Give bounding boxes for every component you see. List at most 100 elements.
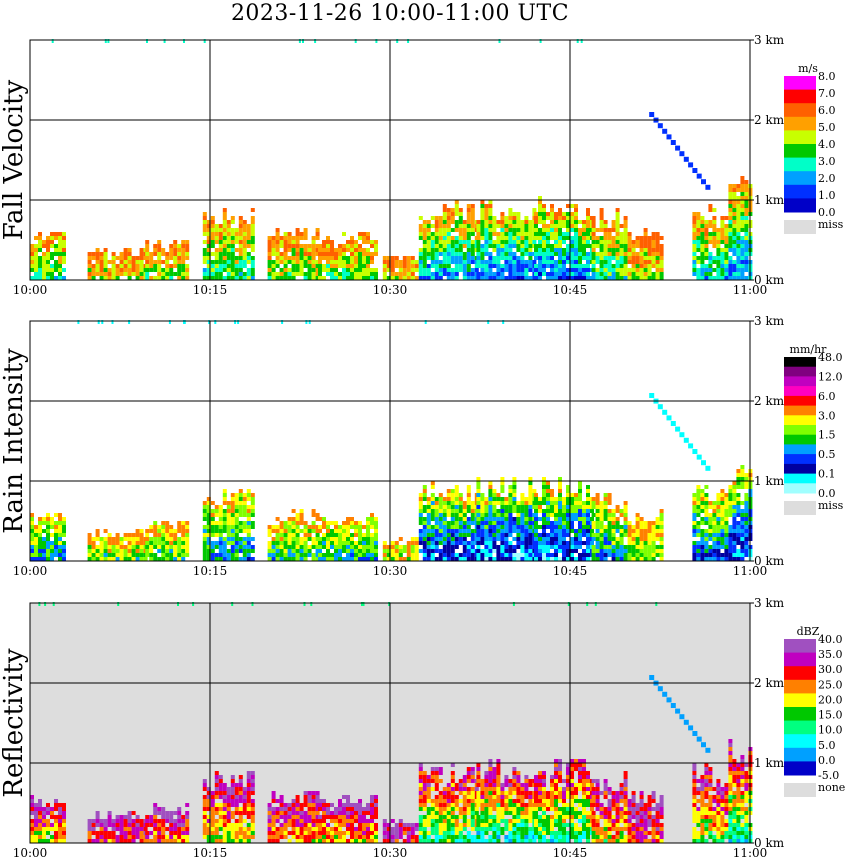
heatmap-cell xyxy=(454,533,459,537)
heatmap-cell xyxy=(496,276,501,280)
heatmap-cell xyxy=(724,521,729,525)
x-tick-label: 11:00 xyxy=(733,283,768,297)
heatmap-cell xyxy=(374,525,378,529)
heatmap-cell xyxy=(442,272,447,276)
heatmap-cell xyxy=(534,232,538,236)
heatmap-cell xyxy=(234,819,239,823)
heatmap-cell xyxy=(504,549,509,553)
heatmap-cell xyxy=(95,268,100,272)
heatmap-cell xyxy=(218,228,223,232)
heatmap-cell xyxy=(466,276,471,280)
heatmap-cell xyxy=(508,260,513,264)
heatmap-cell xyxy=(226,799,231,803)
heatmap-cell xyxy=(279,553,284,557)
heatmap-cell xyxy=(500,529,505,533)
heatmap-cell xyxy=(724,509,729,513)
heatmap-cell xyxy=(500,505,505,509)
heatmap-cell xyxy=(484,216,489,220)
heatmap-cell xyxy=(474,268,479,272)
heatmap-cell xyxy=(334,541,338,545)
heatmap-cell xyxy=(250,224,255,228)
y-tick-label: 3 km xyxy=(754,33,785,47)
heatmap-cell xyxy=(558,268,562,272)
heatmap-cell xyxy=(586,501,590,505)
heatmap-cell xyxy=(173,831,178,835)
heatmap-cell xyxy=(165,260,170,264)
heatmap-cell xyxy=(234,823,239,827)
heatmap-cell xyxy=(578,272,582,276)
heatmap-cell xyxy=(603,505,608,509)
heatmap-cell xyxy=(374,549,378,553)
heatmap-cell xyxy=(728,244,733,248)
heatmap-cell xyxy=(538,533,542,537)
heatmap-cell xyxy=(410,545,415,549)
heatmap-cell xyxy=(338,803,342,807)
heatmap-cell xyxy=(538,525,542,529)
heatmap-cell xyxy=(250,509,255,513)
heatmap-cell xyxy=(744,224,749,228)
heatmap-cell xyxy=(623,220,628,224)
heatmap-cell xyxy=(574,244,578,248)
heatmap-cell xyxy=(218,803,223,807)
heatmap-cell xyxy=(488,493,493,497)
heatmap-cell xyxy=(295,541,300,545)
heatmap-cell xyxy=(716,256,721,260)
heatmap-cell xyxy=(366,823,370,827)
heatmap-cell xyxy=(651,264,656,268)
heatmap-cell xyxy=(318,549,322,553)
heatmap-cell xyxy=(538,204,542,208)
heatmap-cell xyxy=(442,533,447,537)
heatmap-cell xyxy=(38,823,42,827)
heatmap-cell xyxy=(157,549,162,553)
heatmap-cell xyxy=(740,517,745,521)
heatmap-cell xyxy=(153,264,158,268)
heatmap-cell xyxy=(246,232,251,236)
heatmap-cell xyxy=(492,509,497,513)
heatmap-cell xyxy=(350,276,354,280)
heatmap-cell xyxy=(492,276,497,280)
heatmap-cell xyxy=(466,204,471,208)
heatmap-cell xyxy=(173,256,178,260)
heatmap-cell xyxy=(599,244,604,248)
heatmap-cell xyxy=(153,545,158,549)
heatmap-cell xyxy=(732,493,737,497)
heatmap-cell xyxy=(528,248,533,252)
heatmap-cell xyxy=(210,224,215,228)
heatmap-cell xyxy=(578,513,582,517)
heatmap-cell xyxy=(426,521,431,525)
heatmap-cell xyxy=(426,220,431,224)
heatmap-cell xyxy=(334,533,338,537)
heatmap-cell xyxy=(350,815,354,819)
heatmap-cell xyxy=(303,232,308,236)
heatmap-cell xyxy=(338,811,342,815)
heatmap-cell xyxy=(430,537,435,541)
heatmap-cell xyxy=(708,525,713,529)
heatmap-cell xyxy=(202,276,207,280)
heatmap-cell xyxy=(311,557,316,561)
heatmap-cell xyxy=(402,831,407,835)
heatmap-cell xyxy=(362,819,366,823)
heatmap-cell xyxy=(145,256,150,260)
heatmap-cell xyxy=(374,553,378,557)
heatmap-cell xyxy=(566,505,570,509)
heatmap-cell xyxy=(655,236,660,240)
heatmap-cell xyxy=(516,212,521,216)
heatmap-cell xyxy=(484,497,489,501)
heatmap-cell xyxy=(611,248,616,252)
heatmap-cell xyxy=(728,260,733,264)
heatmap-cell xyxy=(246,541,251,545)
heatmap-cell xyxy=(476,501,481,505)
heatmap-cell xyxy=(127,831,132,835)
heatmap-cell xyxy=(226,823,231,827)
heatmap-cell xyxy=(488,505,493,509)
heatmap-cell xyxy=(430,248,435,252)
heatmap-cell xyxy=(58,549,62,553)
heatmap-cell xyxy=(454,276,459,280)
heatmap-cell xyxy=(238,529,243,533)
heatmap-cell xyxy=(574,513,578,517)
heatmap-cell xyxy=(554,272,558,276)
heatmap-cell xyxy=(398,260,403,264)
heatmap-cell xyxy=(202,216,207,220)
heatmap-cell xyxy=(311,537,316,541)
heatmap-cell xyxy=(169,835,174,839)
